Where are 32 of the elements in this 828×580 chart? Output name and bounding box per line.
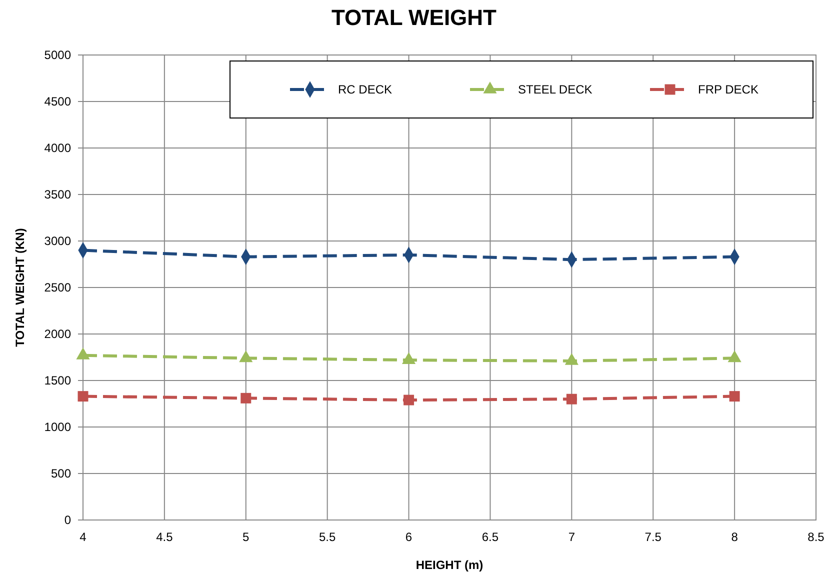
y-tick-label: 1000 xyxy=(44,420,72,434)
x-tick-label: 6.5 xyxy=(482,530,499,544)
y-axis-title: TOTAL WEIGHT (KN) xyxy=(13,228,27,347)
legend-label: FRP DECK xyxy=(698,82,758,96)
y-tick-label: 1500 xyxy=(44,374,72,388)
point xyxy=(566,394,577,404)
y-tick-label: 500 xyxy=(50,466,72,480)
x-tick-label: 5 xyxy=(242,530,250,544)
y-tick-label: 3000 xyxy=(44,234,72,248)
y-tick-label: 2500 xyxy=(44,280,72,294)
x-axis-title: HEIGHT (m) xyxy=(416,558,484,572)
point xyxy=(78,391,88,402)
y-tick-label: 2000 xyxy=(44,327,72,341)
x-tick-label: 6 xyxy=(405,530,412,544)
y-tick-label: 0 xyxy=(64,513,72,527)
legend-label: RC DECK xyxy=(338,82,392,96)
y-tick-label: 3500 xyxy=(44,188,72,202)
x-tick-label: 4.5 xyxy=(156,530,174,544)
chart-title: TOTAL WEIGHT xyxy=(332,5,498,30)
x-tick-label: 5.5 xyxy=(318,530,336,544)
point xyxy=(729,391,740,402)
y-tick-label: 5000 xyxy=(44,48,72,62)
point xyxy=(404,394,414,406)
y-tick-label: 4000 xyxy=(44,141,72,155)
x-tick-label: 7.5 xyxy=(644,530,662,544)
x-tick-label: 4 xyxy=(80,530,87,544)
point xyxy=(240,392,252,404)
x-tick-label: 8.5 xyxy=(808,530,825,544)
legend-label: STEEL DECK xyxy=(518,82,592,96)
x-tick-label: 7 xyxy=(568,530,576,544)
y-tick-label: 4500 xyxy=(44,94,72,108)
x-tick-label: 8 xyxy=(731,530,738,544)
